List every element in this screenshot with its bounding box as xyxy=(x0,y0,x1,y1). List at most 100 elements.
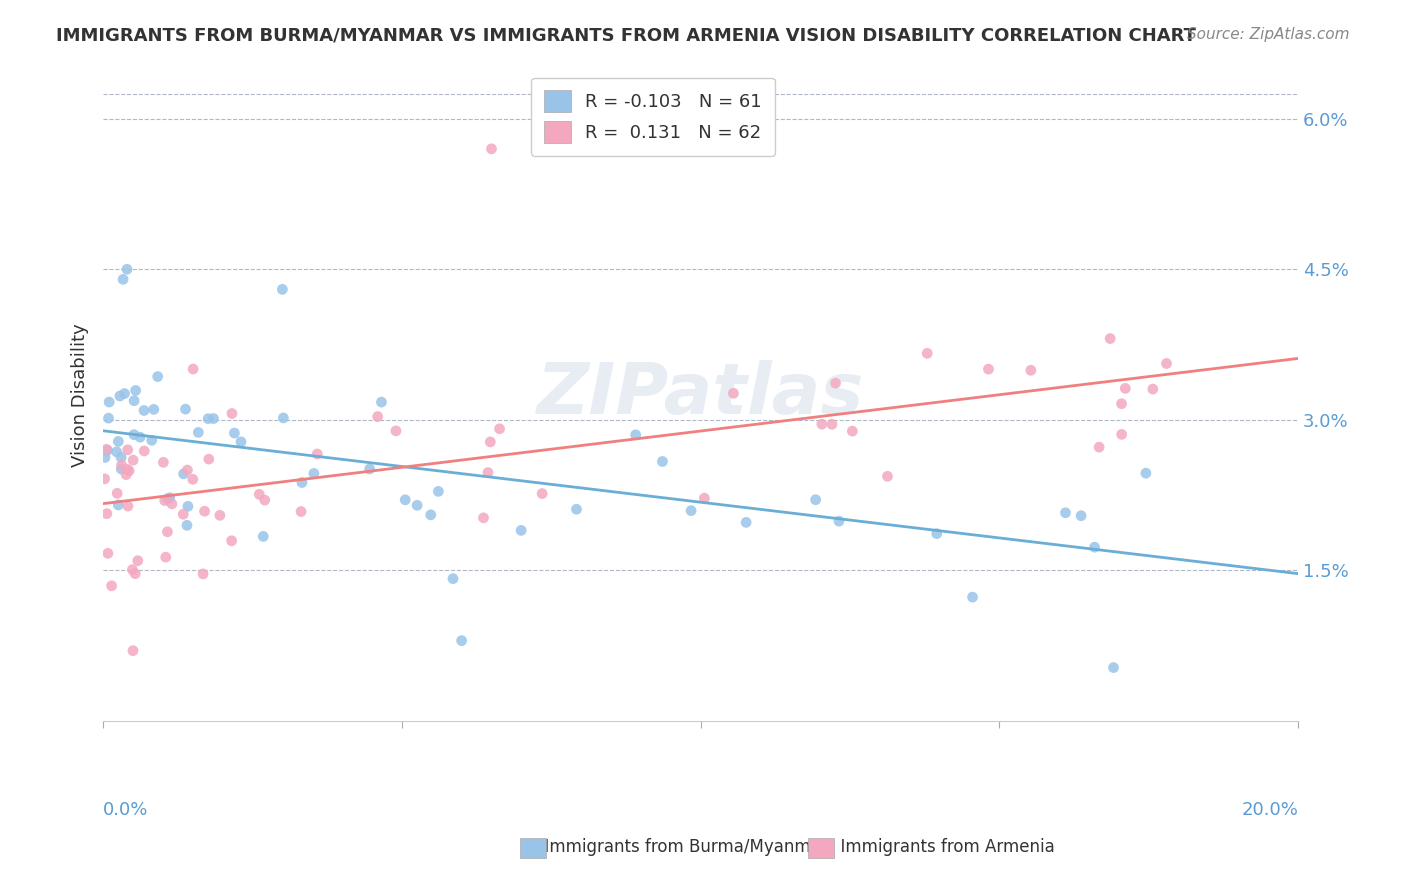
Point xyxy=(915,346,938,360)
Point xyxy=(122,453,145,467)
Point xyxy=(253,493,276,508)
Point xyxy=(406,499,429,513)
Point xyxy=(1111,427,1133,442)
Point xyxy=(271,282,294,296)
Point xyxy=(307,447,329,461)
Point xyxy=(531,486,554,500)
Point xyxy=(419,508,441,522)
Point xyxy=(94,450,117,465)
Point xyxy=(134,444,156,458)
Point xyxy=(1083,540,1105,554)
Point xyxy=(191,566,214,581)
Point xyxy=(174,402,197,417)
Point xyxy=(97,411,120,425)
Point xyxy=(693,491,716,505)
Point xyxy=(127,554,149,568)
Point xyxy=(681,503,703,517)
Point xyxy=(122,393,145,408)
Point xyxy=(93,472,115,486)
Point xyxy=(565,502,588,516)
Point xyxy=(118,464,141,478)
Point xyxy=(111,458,134,472)
Point xyxy=(115,262,138,277)
Point xyxy=(159,491,181,505)
Text: ZIPatlas: ZIPatlas xyxy=(537,360,865,429)
Point xyxy=(841,424,863,438)
Point xyxy=(97,546,120,560)
Point xyxy=(876,469,898,483)
Point xyxy=(176,518,198,533)
Point xyxy=(252,529,274,543)
Point xyxy=(96,442,118,457)
Point xyxy=(117,462,139,476)
Point xyxy=(359,462,381,476)
Point xyxy=(173,467,195,481)
Point xyxy=(1111,397,1133,411)
Point xyxy=(129,430,152,444)
Point xyxy=(146,369,169,384)
Point xyxy=(477,466,499,480)
Point xyxy=(385,424,408,438)
Point xyxy=(370,395,392,409)
Point xyxy=(1135,466,1157,480)
Point xyxy=(152,455,174,469)
Point xyxy=(302,467,325,481)
Point xyxy=(115,467,138,482)
Point xyxy=(124,384,146,398)
Point xyxy=(1114,381,1136,395)
Point xyxy=(156,491,179,506)
Point xyxy=(121,563,143,577)
Point xyxy=(1088,440,1111,454)
Point xyxy=(112,272,135,286)
Point xyxy=(114,386,136,401)
Point xyxy=(172,507,194,521)
Point xyxy=(828,514,851,528)
Point xyxy=(156,524,179,539)
Point xyxy=(132,403,155,417)
Point xyxy=(723,386,745,401)
Point xyxy=(221,407,243,421)
Point xyxy=(100,579,122,593)
Point xyxy=(105,486,128,500)
Point xyxy=(367,409,389,424)
Point xyxy=(105,445,128,459)
Point xyxy=(510,524,533,538)
Point xyxy=(290,504,312,518)
Point xyxy=(481,142,503,156)
Point xyxy=(98,395,121,409)
Point xyxy=(1099,332,1122,346)
Point xyxy=(1102,660,1125,674)
Point xyxy=(229,434,252,449)
Point xyxy=(441,572,464,586)
Point xyxy=(1054,506,1077,520)
Point xyxy=(117,442,139,457)
Point xyxy=(450,633,472,648)
Point xyxy=(96,507,118,521)
Point xyxy=(117,499,139,513)
Point xyxy=(291,475,314,490)
Point xyxy=(155,550,177,565)
Point xyxy=(176,463,198,477)
Point xyxy=(735,516,758,530)
Point xyxy=(221,533,243,548)
Point xyxy=(394,492,416,507)
Text: Immigrants from Armenia: Immigrants from Armenia xyxy=(830,838,1054,856)
Point xyxy=(122,643,145,657)
Point xyxy=(821,417,844,432)
Point xyxy=(488,422,510,436)
Point xyxy=(107,498,129,512)
Point xyxy=(224,426,246,441)
Point xyxy=(962,590,984,604)
Point xyxy=(208,508,231,523)
Point xyxy=(247,487,270,501)
Point xyxy=(1070,508,1092,523)
Point xyxy=(181,472,204,486)
Point xyxy=(160,497,183,511)
Point xyxy=(122,427,145,442)
Point xyxy=(804,492,827,507)
Point xyxy=(198,452,221,467)
Point xyxy=(181,362,204,376)
Point xyxy=(193,504,215,518)
Point xyxy=(977,362,1000,376)
Text: 0.0%: 0.0% xyxy=(103,801,149,819)
